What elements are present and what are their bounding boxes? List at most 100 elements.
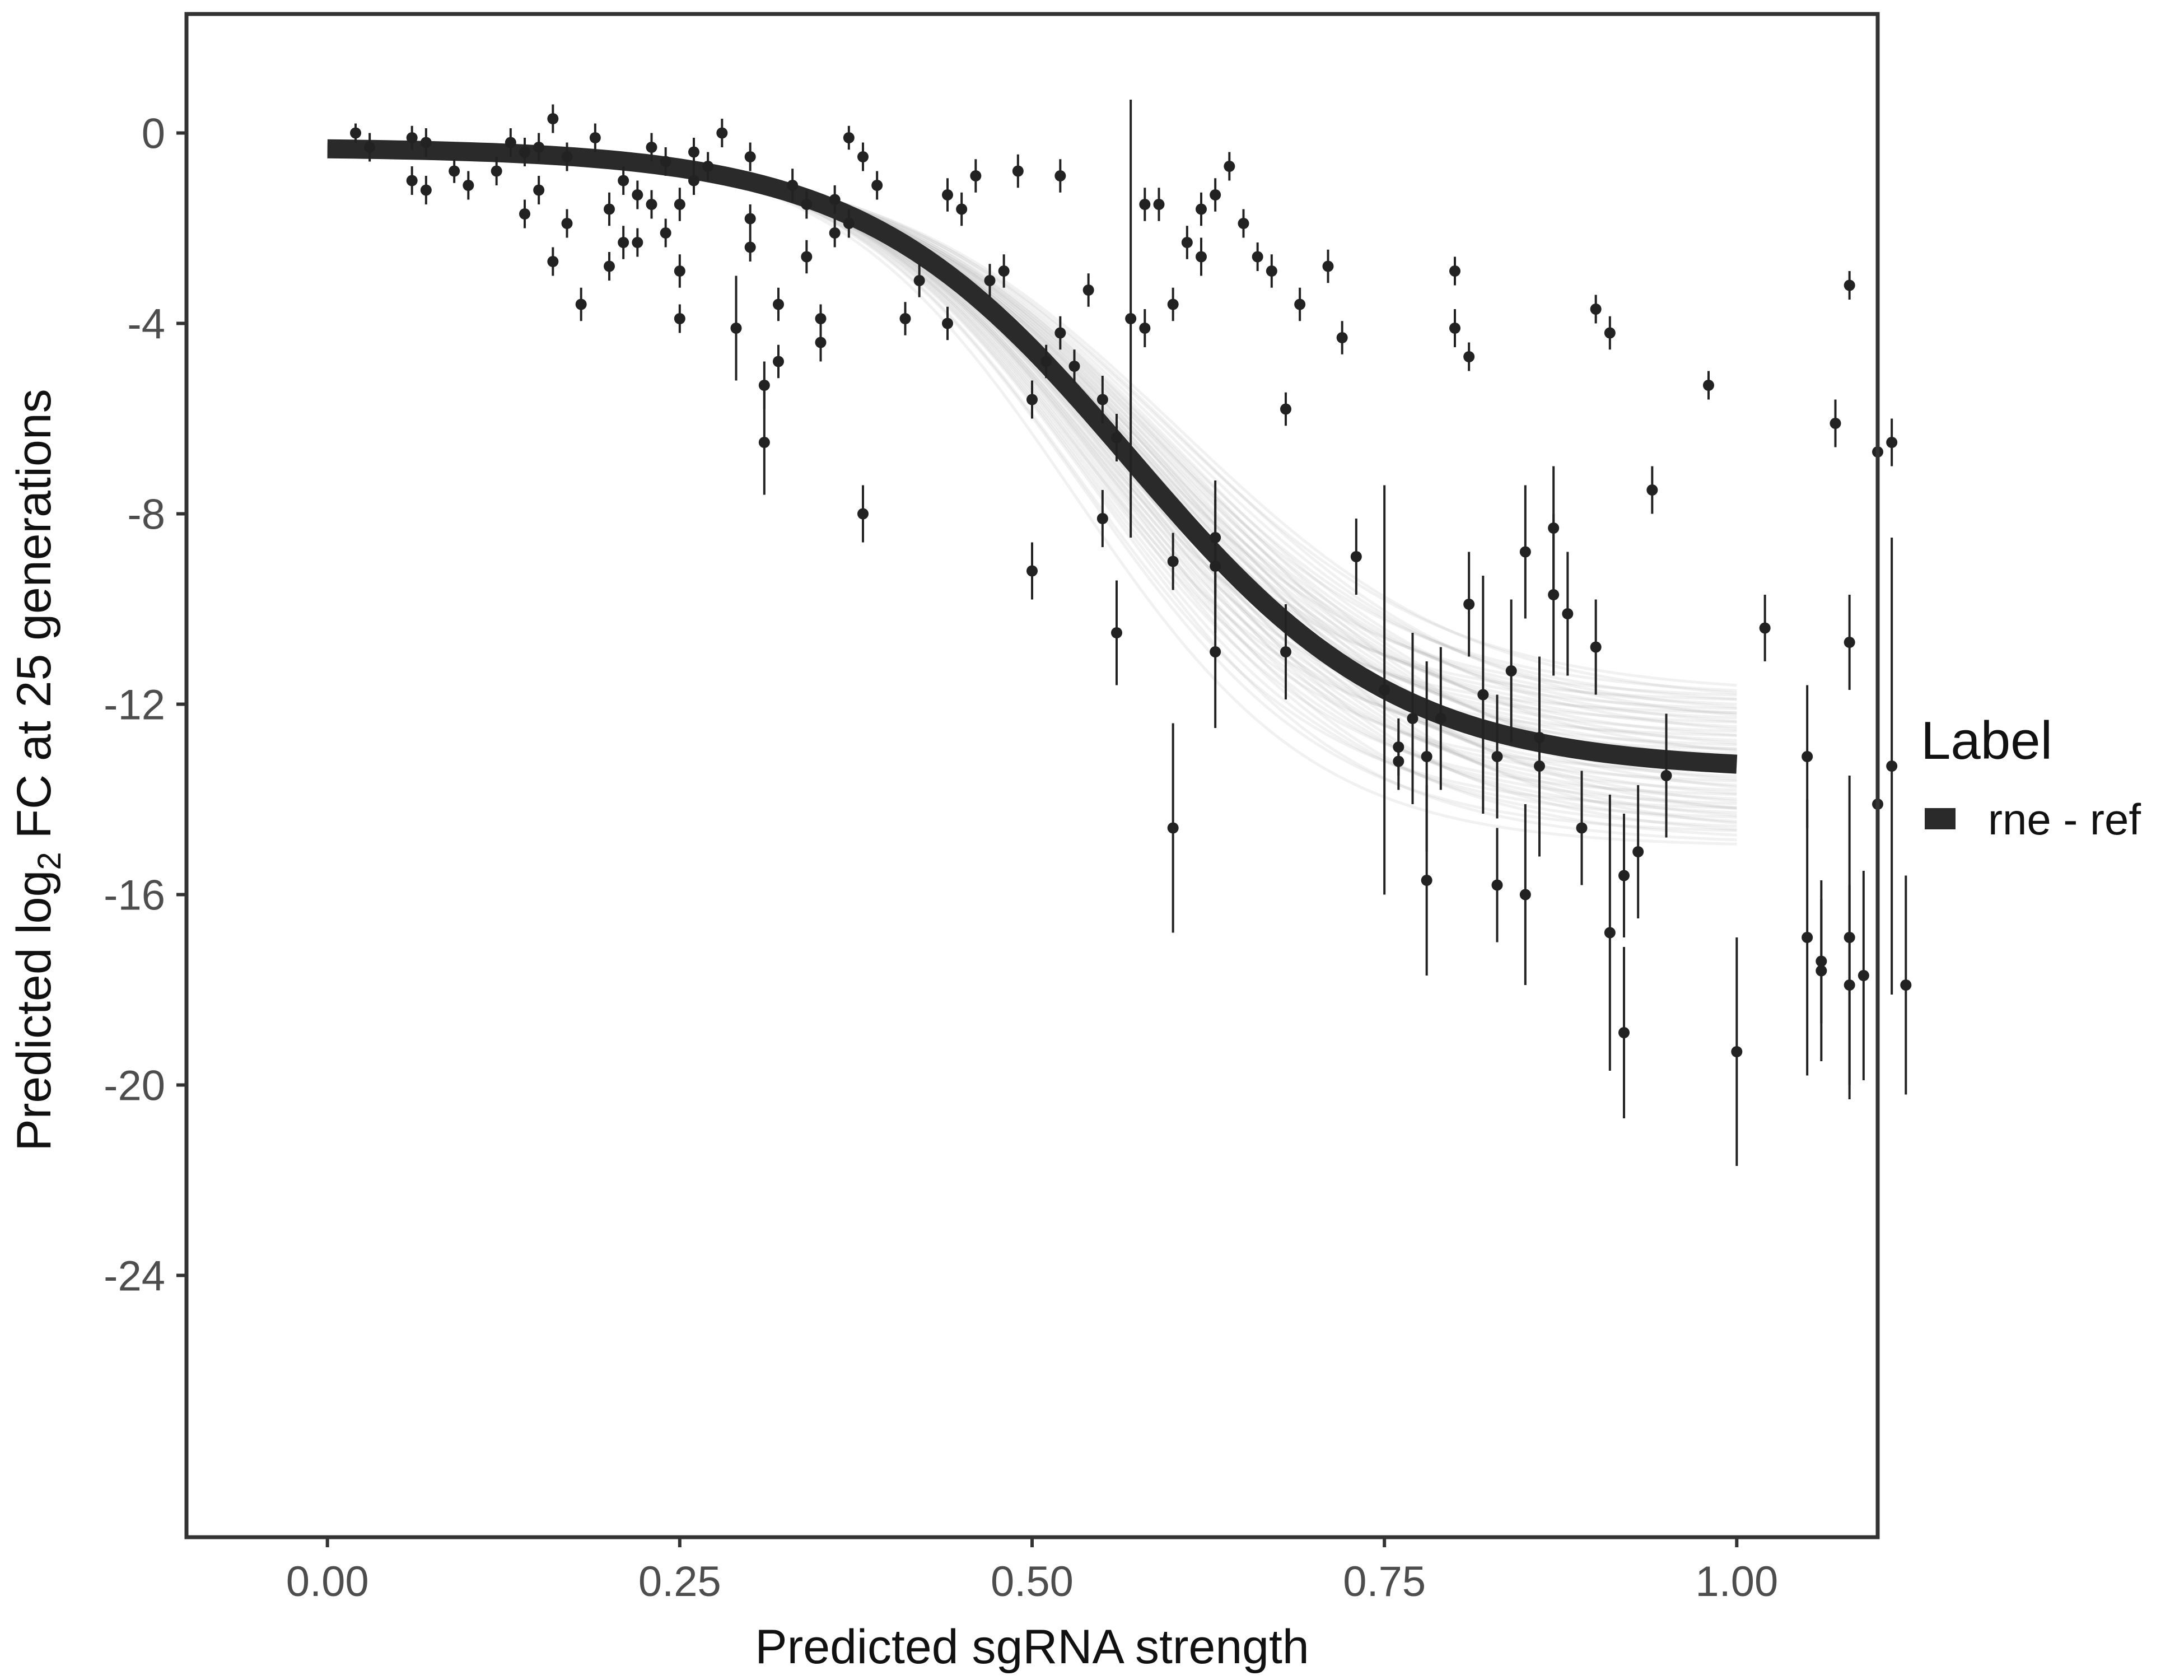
- y-tick-label: -8: [127, 491, 165, 539]
- y-tick-label: -4: [127, 301, 165, 348]
- point-marker: [618, 237, 629, 248]
- point-marker: [1266, 265, 1277, 277]
- data-point: [1139, 309, 1151, 347]
- y-axis-title-prefix: Predicted log: [7, 870, 61, 1151]
- point-marker: [1238, 218, 1249, 229]
- point-marker: [970, 170, 982, 181]
- data-point: [843, 209, 855, 238]
- data-point: [899, 302, 911, 335]
- data-point: [589, 123, 601, 152]
- point-marker: [1181, 237, 1193, 248]
- data-point: [1562, 552, 1574, 676]
- point-marker: [1096, 394, 1108, 405]
- data-point: [674, 254, 685, 288]
- data-point: [1167, 533, 1179, 590]
- point-marker: [660, 156, 671, 167]
- point-marker: [787, 180, 799, 191]
- point-marker: [1604, 927, 1616, 939]
- point-marker: [829, 227, 841, 239]
- data-point: [1096, 376, 1108, 423]
- x-tick-label: 0.50: [991, 1558, 1074, 1606]
- data-point: [660, 218, 671, 248]
- data-point: [1210, 480, 1221, 595]
- point-marker: [1604, 327, 1616, 339]
- x-tick-label: 0.25: [638, 1558, 721, 1606]
- data-point: [1167, 287, 1179, 321]
- point-marker: [1844, 637, 1855, 648]
- point-marker: [1534, 760, 1545, 772]
- point-marker: [773, 298, 784, 310]
- point-marker: [702, 161, 714, 172]
- data-point: [463, 171, 474, 200]
- data-point: [1604, 316, 1616, 350]
- point-marker: [547, 113, 559, 124]
- data-point: [406, 166, 418, 195]
- data-point: [857, 142, 869, 171]
- point-marker: [1407, 713, 1418, 724]
- data-point: [604, 192, 615, 226]
- data-point: [1139, 188, 1151, 221]
- data-point: [1167, 723, 1179, 933]
- point-marker: [1054, 327, 1066, 339]
- point-marker: [1196, 203, 1207, 215]
- point-marker: [815, 337, 827, 348]
- data-point: [1266, 254, 1277, 288]
- data-point: [1280, 604, 1291, 699]
- point-marker: [1026, 394, 1038, 405]
- point-marker: [406, 175, 418, 186]
- data-point: [364, 133, 376, 162]
- point-marker: [843, 132, 855, 143]
- data-point: [1604, 795, 1616, 1071]
- data-point: [688, 138, 699, 166]
- point-marker: [1660, 770, 1672, 781]
- point-marker: [1463, 599, 1475, 610]
- data-point: [1280, 392, 1291, 426]
- data-point: [998, 254, 1010, 288]
- data-point: [1576, 771, 1588, 885]
- point-marker: [1435, 713, 1446, 724]
- point-marker: [984, 275, 996, 286]
- point-marker: [1562, 608, 1574, 619]
- data-point: [674, 304, 685, 333]
- data-point: [744, 142, 756, 171]
- data-point: [1125, 100, 1137, 538]
- point-marker: [547, 256, 559, 267]
- data-point: [1449, 256, 1460, 286]
- point-marker: [1816, 965, 1827, 977]
- point-marker: [632, 237, 643, 248]
- point-marker: [1463, 351, 1475, 362]
- point-marker: [1280, 646, 1291, 657]
- point-marker: [998, 265, 1010, 277]
- point-marker: [801, 199, 813, 210]
- data-point: [420, 176, 432, 204]
- point-marker: [758, 380, 770, 391]
- point-marker: [463, 180, 474, 191]
- data-point: [519, 138, 530, 166]
- data-point: [1054, 159, 1066, 193]
- data-point: [1618, 814, 1630, 937]
- data-point: [1759, 595, 1771, 661]
- point-marker: [420, 184, 432, 196]
- data-point: [561, 209, 573, 238]
- data-point: [1196, 237, 1207, 276]
- data-point: [1350, 519, 1362, 595]
- data-point: [1830, 399, 1841, 447]
- point-marker: [1830, 418, 1841, 429]
- point-marker: [1802, 751, 1813, 762]
- data-point: [773, 287, 784, 321]
- data-point: [420, 128, 432, 157]
- point-marker: [364, 142, 376, 153]
- point-marker: [1167, 556, 1179, 567]
- data-point: [1491, 828, 1503, 942]
- data-point: [1844, 271, 1855, 300]
- data-point: [787, 169, 799, 202]
- data-point: [829, 185, 841, 214]
- point-marker: [1012, 165, 1024, 177]
- point-marker: [773, 356, 784, 367]
- data-point: [1590, 295, 1602, 324]
- y-axis-title-subscript: 2: [31, 852, 68, 870]
- data-point: [660, 147, 671, 176]
- point-marker: [1491, 751, 1503, 762]
- data-point: [1802, 799, 1813, 1076]
